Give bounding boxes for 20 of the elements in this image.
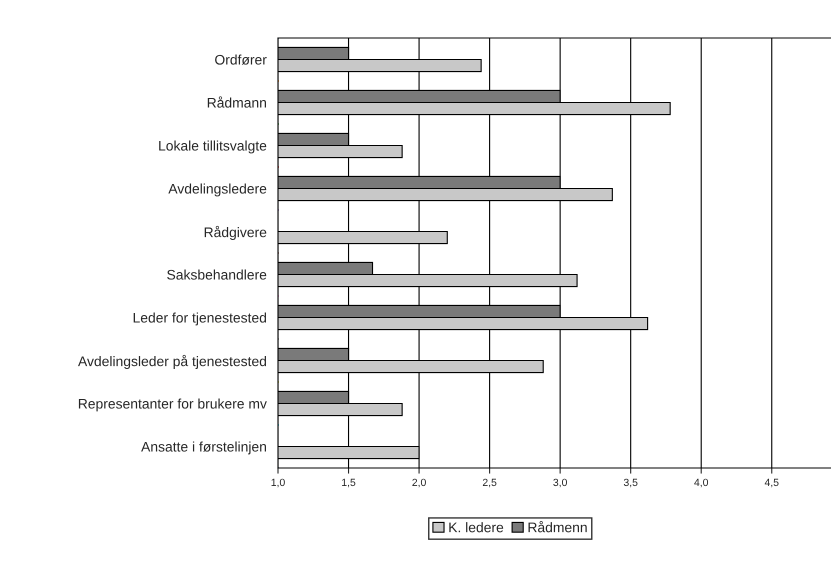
- x-tick-label: 2,0: [412, 478, 426, 488]
- x-tick-label: 2,5: [482, 478, 496, 488]
- y-tick-label: Rådgivere: [204, 226, 266, 240]
- y-tick-label: Leder for tjenestested: [134, 312, 266, 326]
- x-tick-label: 3,0: [553, 478, 567, 488]
- y-tick-label: Ordfører: [215, 54, 267, 65]
- legend-label: K. ledere: [449, 522, 504, 532]
- legend-label: Rådmenn: [528, 520, 587, 532]
- x-tick-label: 1,5: [342, 478, 356, 488]
- y-tick-label: Lokale tillitsvalgte: [159, 140, 266, 154]
- x-tick-label: 3,5: [624, 478, 638, 488]
- x-tick-label: 4,5: [764, 478, 779, 488]
- y-tick-label: Saksbehandlere: [167, 269, 266, 280]
- y-tick-label: Representanter for brukere mv: [78, 398, 267, 412]
- y-tick-label: Rådmann: [208, 96, 266, 108]
- y-tick-label: Avdelingsleder på tjenestested: [78, 354, 266, 369]
- x-tick-label: 4,0: [694, 478, 708, 488]
- y-tick-label: Avdelingsledere: [168, 183, 266, 196]
- y-tick-label: Ansatte i førstelinjen: [141, 441, 266, 454]
- x-tick-label: 1,0: [272, 478, 285, 488]
